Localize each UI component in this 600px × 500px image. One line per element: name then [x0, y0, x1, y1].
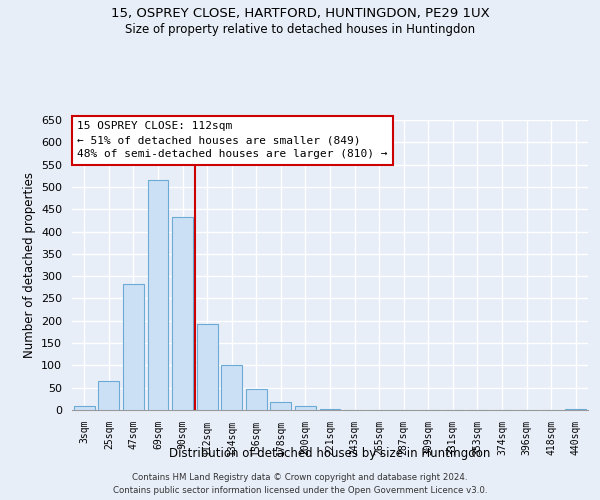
- Bar: [295, 406, 316, 410]
- Bar: [148, 180, 169, 410]
- Bar: [98, 381, 119, 410]
- Bar: [197, 324, 218, 410]
- Bar: [320, 408, 340, 410]
- Text: 15, OSPREY CLOSE, HARTFORD, HUNTINGDON, PE29 1UX: 15, OSPREY CLOSE, HARTFORD, HUNTINGDON, …: [110, 8, 490, 20]
- Bar: [246, 389, 267, 410]
- Text: Contains HM Land Registry data © Crown copyright and database right 2024.
Contai: Contains HM Land Registry data © Crown c…: [113, 474, 487, 495]
- Bar: [565, 408, 586, 410]
- Text: Size of property relative to detached houses in Huntingdon: Size of property relative to detached ho…: [125, 22, 475, 36]
- Bar: [271, 402, 292, 410]
- Bar: [74, 406, 95, 410]
- Bar: [123, 284, 144, 410]
- Text: Distribution of detached houses by size in Huntingdon: Distribution of detached houses by size …: [169, 448, 491, 460]
- Text: 15 OSPREY CLOSE: 112sqm
← 51% of detached houses are smaller (849)
48% of semi-d: 15 OSPREY CLOSE: 112sqm ← 51% of detache…: [77, 122, 388, 160]
- Bar: [221, 365, 242, 410]
- Bar: [172, 217, 193, 410]
- Y-axis label: Number of detached properties: Number of detached properties: [23, 172, 35, 358]
